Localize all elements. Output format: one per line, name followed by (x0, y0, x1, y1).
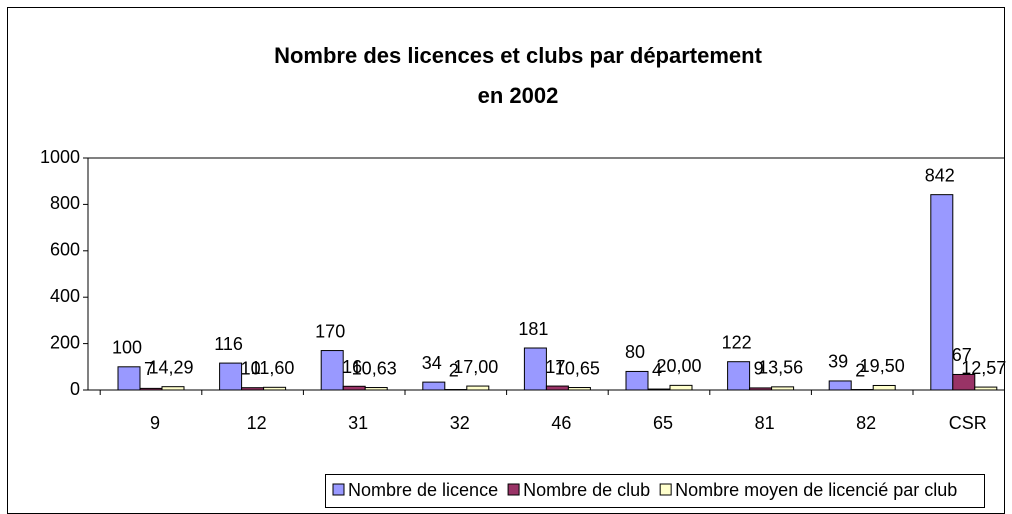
bar (241, 387, 265, 391)
bar (466, 385, 490, 391)
legend-label: Nombre de club (523, 480, 650, 500)
data-label: 10,65 (555, 358, 600, 378)
legend-label: Nombre moyen de licencié par club (675, 480, 957, 500)
bar (749, 387, 773, 391)
bar (139, 387, 163, 391)
data-label: 34 (422, 353, 442, 373)
x-tick-label: 12 (247, 413, 267, 433)
legend-label: Nombre de licence (348, 480, 498, 500)
data-label: 19,50 (860, 356, 905, 376)
legend-box (325, 474, 985, 508)
x-tick-label: 46 (551, 413, 571, 433)
bar (952, 373, 976, 391)
data-label: 12,57 (961, 358, 1006, 378)
data-label: 20,00 (656, 356, 701, 376)
chart-title: en 2002 (478, 83, 559, 108)
data-label: 17 (545, 357, 565, 377)
bar (647, 388, 671, 391)
bar (727, 361, 751, 391)
bar (523, 347, 547, 391)
bar (974, 386, 998, 391)
bar (669, 384, 693, 391)
data-label: 10,63 (352, 358, 397, 378)
bar (117, 366, 141, 391)
bar (828, 380, 852, 391)
bar (930, 194, 954, 391)
data-label: 181 (518, 319, 548, 339)
legend-swatch (659, 483, 672, 496)
data-label: 116 (214, 334, 243, 354)
y-tick-label: 600 (50, 240, 80, 260)
data-label: 11,60 (251, 358, 295, 378)
data-label: 4 (652, 360, 662, 380)
data-label: 2 (449, 360, 459, 380)
data-label: 9 (754, 359, 764, 379)
bar (771, 386, 795, 391)
data-label: 13,56 (758, 358, 803, 378)
y-tick-label: 200 (50, 332, 80, 352)
y-tick-label: 0 (70, 379, 80, 399)
data-label: 14,29 (148, 357, 193, 377)
y-tick-label: 800 (50, 193, 80, 213)
bar (545, 385, 569, 391)
x-tick-label: CSR (949, 413, 987, 433)
data-label: 17,00 (453, 357, 498, 377)
x-tick-label: 65 (653, 413, 673, 433)
data-label: 39 (828, 352, 848, 372)
data-label: 10 (241, 358, 261, 378)
x-tick-label: 31 (348, 413, 368, 433)
bar (567, 387, 591, 391)
bar (872, 384, 896, 391)
y-tick-label: 1000 (40, 147, 80, 167)
legend-swatch (332, 483, 345, 496)
data-label: 16 (342, 357, 362, 377)
y-tick-label: 400 (50, 286, 80, 306)
bar (422, 381, 446, 391)
data-label: 2 (855, 360, 865, 380)
bar (625, 370, 649, 391)
data-label: 842 (925, 165, 955, 185)
data-label: 80 (625, 342, 645, 362)
legend-swatch (507, 483, 520, 496)
data-label: 100 (112, 338, 142, 358)
data-label: 170 (315, 321, 345, 341)
bar (263, 386, 287, 391)
bar (161, 386, 185, 391)
data-label: 7 (144, 359, 154, 379)
x-tick-label: 81 (755, 413, 775, 433)
x-tick-label: 9 (150, 413, 160, 433)
x-tick-label: 82 (856, 413, 876, 433)
chart-frame (7, 7, 1005, 514)
bar (342, 385, 366, 391)
bar (364, 387, 388, 391)
chart-title: Nombre des licences et clubs par départe… (274, 43, 763, 68)
data-label: 122 (722, 332, 752, 352)
bar (320, 350, 344, 391)
data-label: 67 (952, 345, 972, 365)
x-tick-label: 32 (450, 413, 470, 433)
bar (219, 362, 243, 391)
